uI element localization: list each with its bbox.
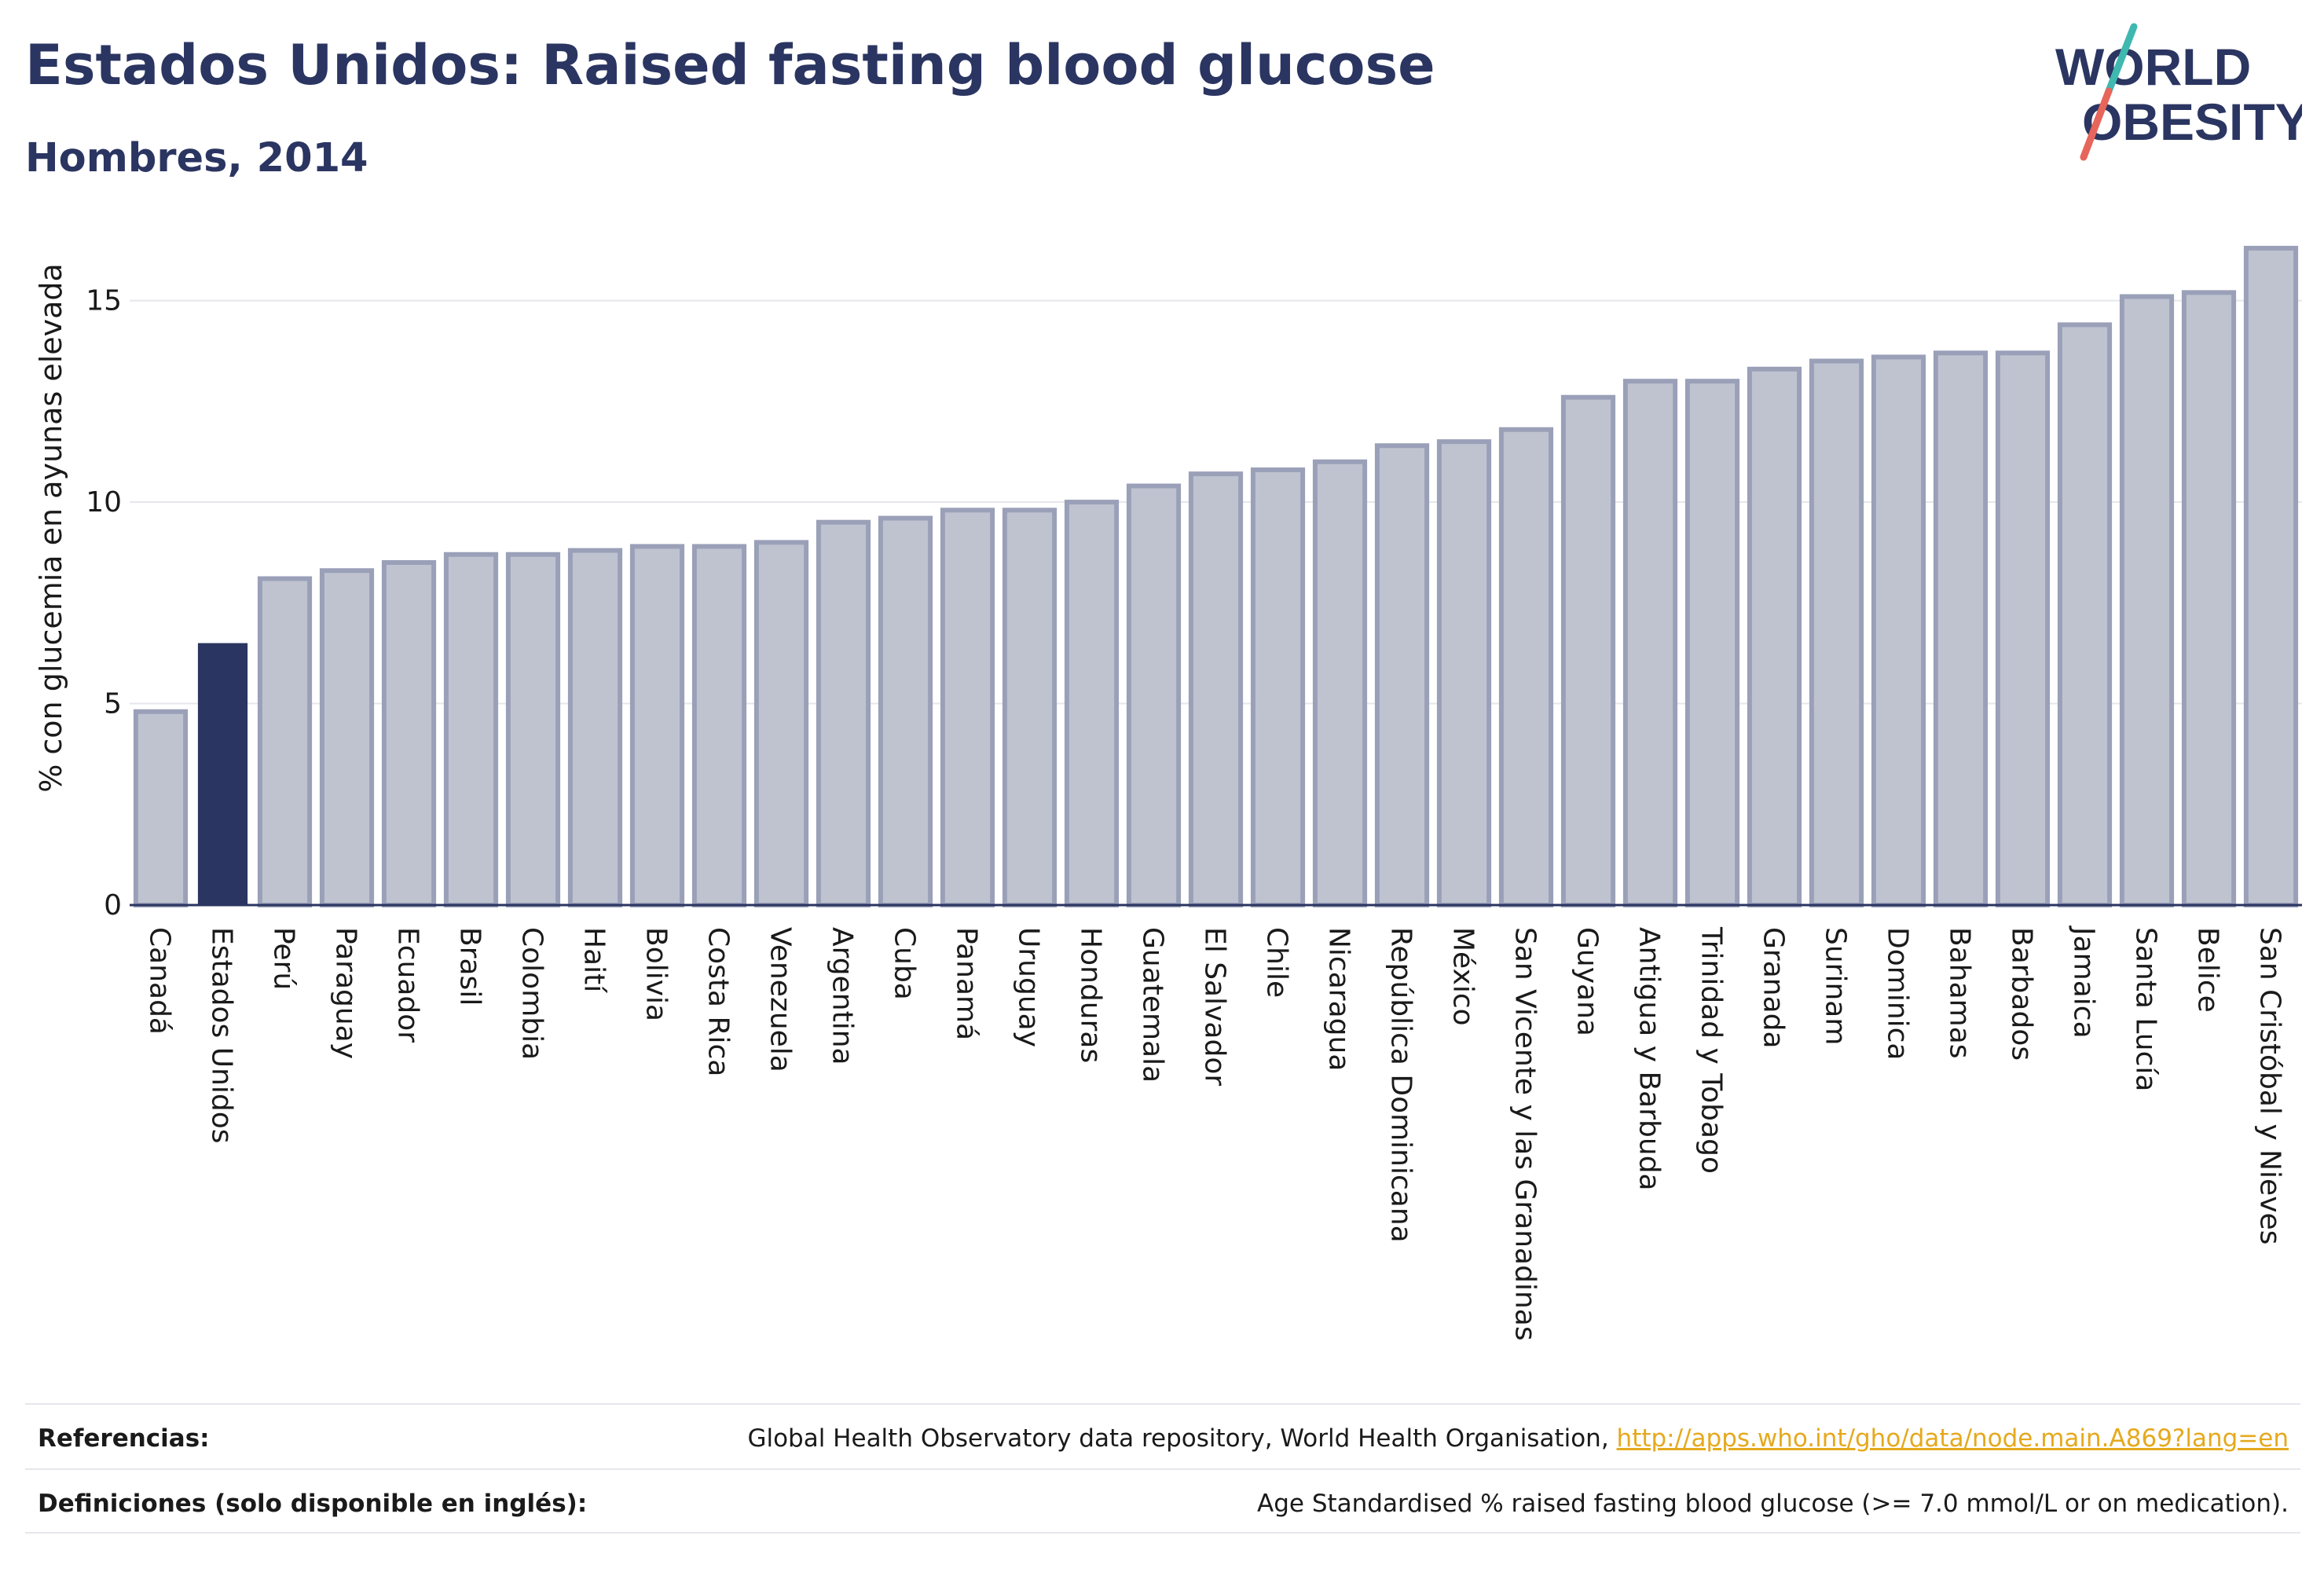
x-tick-label: Chile — [1261, 927, 1293, 998]
bar-perú[interactable] — [257, 576, 313, 907]
x-tick-label: Surinam — [1820, 927, 1852, 1045]
x-tick-label: Perú — [268, 927, 300, 990]
bar-jamaica[interactable] — [2057, 322, 2113, 908]
x-tick-label: San Vicente y las Granadinas — [1509, 927, 1541, 1341]
bar-costa-rica[interactable] — [691, 544, 747, 907]
y-tick-label: 0 — [104, 889, 122, 922]
x-tick-label: Bahamas — [1944, 927, 1976, 1059]
footer-rule-top — [25, 1403, 2300, 1405]
x-tick-label: San Cristóbal y Nieves — [2254, 927, 2286, 1244]
bar-canadá[interactable] — [133, 709, 189, 907]
bar-guatemala[interactable] — [1126, 483, 1182, 907]
bar-surinam[interactable] — [1809, 358, 1864, 907]
bar-haití[interactable] — [567, 548, 623, 907]
x-tick-label: Nicaragua — [1323, 927, 1355, 1071]
bar-uruguay[interactable] — [1002, 508, 1058, 907]
bar-venezuela[interactable] — [753, 540, 809, 908]
y-axis-label: % con glucemia en ayunas elevada — [34, 263, 68, 793]
x-tick-label: Panamá — [951, 927, 983, 1040]
bar-san-vicente-y-las-granadinas[interactable] — [1498, 427, 1554, 907]
x-tick-label: Bolivia — [640, 927, 673, 1021]
y-tick-label: 15 — [86, 285, 122, 317]
bar-ecuador[interactable] — [381, 560, 437, 907]
x-tick-label: Cuba — [889, 927, 921, 1000]
bar-paraguay[interactable] — [319, 568, 375, 908]
references-text: Global Health Observatory data repositor… — [747, 1424, 1617, 1453]
bar-brasil[interactable] — [443, 552, 499, 907]
bar-el-salvador[interactable] — [1188, 471, 1244, 907]
references-link[interactable]: http://apps.who.int/gho/data/node.main.A… — [1616, 1424, 2289, 1453]
bar-guyana[interactable] — [1560, 394, 1616, 908]
x-tick-label: Barbados — [2006, 927, 2038, 1061]
bar-república-dominicana[interactable] — [1374, 443, 1430, 907]
bar-chart: 0 5 10 15 Canadá Estados Unidos Perú Paraguay Ec… — [34, 245, 2302, 1341]
y-tick-label: 10 — [86, 486, 122, 519]
bar-trinidad-y-tobago[interactable] — [1684, 379, 1740, 908]
bar-colombia[interactable] — [505, 552, 561, 907]
logo-slash-top — [2105, 23, 2138, 95]
x-tick-label: Belice — [2192, 927, 2224, 1013]
chart-title: Estados Unidos: Raised fasting blood glu… — [25, 33, 1435, 97]
definitions-value: Age Standardised % raised fasting blood … — [1257, 1490, 2289, 1518]
x-tick-label: República Dominicana — [1385, 927, 1417, 1243]
bar-estados-unidos[interactable] — [197, 643, 248, 905]
bar-argentina[interactable] — [816, 519, 871, 907]
x-tick-label: Guyana — [1571, 927, 1604, 1036]
references-label: Referencias: — [38, 1424, 210, 1453]
x-tick-label: Honduras — [1075, 927, 1107, 1063]
x-tick-label: Ecuador — [392, 927, 424, 1043]
x-tick-label: Estados Unidos — [206, 927, 238, 1144]
bar-nicaragua[interactable] — [1312, 459, 1368, 907]
logo-text-obesity: OBESITY — [2082, 93, 2302, 151]
x-tick-label: Paraguay — [330, 927, 362, 1059]
x-tick-label: Venezuela — [764, 927, 797, 1072]
logo-text-world: WORLD — [2055, 38, 2251, 96]
chart-subtitle: Hombres, 2014 — [25, 135, 368, 181]
bar-barbados[interactable] — [1995, 350, 2051, 908]
x-tick-label: Costa Rica — [702, 927, 735, 1076]
bar-bahamas[interactable] — [1933, 350, 1989, 908]
x-tick-label: México — [1447, 927, 1479, 1026]
x-tick-label: Antigua y Barbuda — [1633, 927, 1666, 1191]
x-tick-label: Colombia — [516, 927, 548, 1060]
x-tick-label: El Salvador — [1199, 927, 1231, 1086]
bar-santa-lucía[interactable] — [2119, 294, 2175, 908]
definitions-label: Definiciones (solo disponible en inglés)… — [38, 1490, 588, 1518]
bar-antigua-y-barbuda[interactable] — [1622, 379, 1678, 908]
references-value: Global Health Observatory data repositor… — [747, 1424, 2289, 1453]
x-tick-label: Guatemala — [1137, 927, 1169, 1083]
bar-san-cristóbal-y-nieves[interactable] — [2243, 245, 2299, 907]
x-tick-label: Haití — [578, 927, 610, 993]
x-tick-label: Trinidad y Tobago — [1695, 926, 1728, 1174]
x-tick-label: Jamaica — [2068, 925, 2100, 1039]
x-tick-label: Dominica — [1882, 927, 1914, 1061]
bar-granada[interactable] — [1747, 366, 1802, 908]
x-tick-label: Brasil — [454, 927, 486, 1006]
axes: 0 5 10 15 Canadá Estados Unidos Perú Paraguay Ec… — [86, 285, 2302, 1341]
logo-slash-bottom — [2080, 87, 2113, 161]
bar-cuba[interactable] — [878, 515, 933, 907]
x-tick-label: Uruguay — [1013, 927, 1045, 1047]
bar-panamá[interactable] — [940, 508, 995, 907]
footer-rule-middle — [25, 1468, 2300, 1470]
bar-dominica[interactable] — [1871, 354, 1926, 907]
y-tick-label: 5 — [104, 688, 122, 720]
bar-belice[interactable] — [2181, 290, 2237, 907]
bar-méxico[interactable] — [1436, 439, 1492, 907]
world-obesity-logo: WORLD OBESITY — [2055, 23, 2302, 161]
x-tick-label: Argentina — [827, 927, 859, 1065]
bar-bolivia[interactable] — [629, 544, 685, 907]
x-tick-label: Santa Lucía — [2130, 927, 2162, 1091]
bar-honduras[interactable] — [1064, 500, 1120, 907]
bar-chile[interactable] — [1250, 467, 1306, 907]
footer-rule-bottom — [25, 1532, 2300, 1534]
bars — [133, 245, 2299, 908]
x-tick-label: Canadá — [144, 927, 176, 1035]
x-tick-label: Granada — [1758, 927, 1790, 1049]
